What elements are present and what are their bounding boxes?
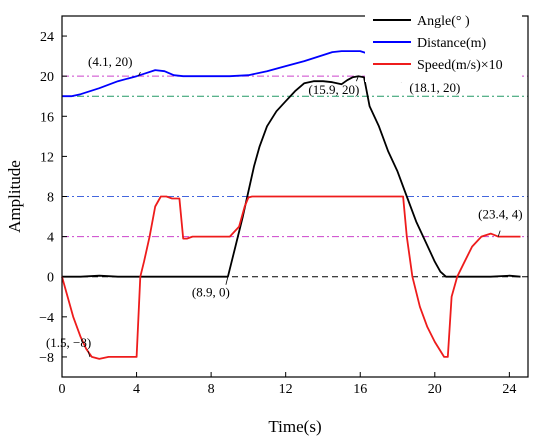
plot-frame — [61, 15, 529, 378]
annotation-label: (8.9, 0) — [192, 285, 230, 300]
annotation-leader — [356, 76, 359, 82]
y-tick-label: 24 — [40, 30, 54, 45]
series-layer — [61, 50, 521, 360]
x-tick-label: 4 — [133, 382, 140, 397]
legend-label-speed-m-s-10: Speed(m/s)×10 — [417, 58, 503, 73]
legend-label-angle: Angle(° ) — [417, 14, 470, 29]
annotation-label: (1.5, −8) — [46, 335, 91, 350]
x-tick-label: 0 — [59, 382, 66, 397]
y-tick-label: 20 — [40, 70, 54, 85]
annotations: (4.1, 20) (15.9, 20) (18.1, 20) (8.9, 0) (1.… — [46, 54, 523, 358]
annotation-leader — [497, 230, 501, 237]
y-tick-label: 4 — [47, 231, 54, 246]
y-tick-label: −8 — [39, 351, 54, 366]
annotation-leader — [225, 276, 229, 285]
annotation-label: (15.9, 20) — [308, 82, 359, 97]
x-tick-label: 12 — [279, 382, 293, 397]
series-line-speed-m-s-10 — [61, 195, 521, 360]
x-axis-title: Time(s) — [268, 417, 321, 436]
legend-background — [365, 12, 522, 82]
x-tick-label: 16 — [353, 382, 367, 397]
y-axis-title: Amplitude — [5, 160, 24, 233]
annotation-leader — [87, 350, 91, 358]
reference-lines — [62, 75, 528, 278]
y-tick-label: 16 — [40, 110, 54, 125]
x-tick-label: 24 — [502, 382, 516, 397]
tick-labels: 0 4 8 12 16 20 24 −8 −4 0 4 8 12 16 20 24 — [39, 30, 516, 397]
y-tick-label: 8 — [47, 191, 54, 206]
annotation-leader — [138, 71, 141, 77]
legend-label-distance-m: Distance(m) — [417, 36, 487, 51]
series-line-angle — [62, 75, 521, 278]
legend: Angle(° ) Distance(m) Speed(m/s)×10 — [365, 12, 522, 82]
annotation-label: (23.4, 4) — [478, 207, 522, 222]
annotation-label: (4.1, 20) — [88, 54, 132, 69]
x-tick-label: 20 — [428, 382, 442, 397]
y-tick-label: 0 — [47, 271, 54, 286]
x-tick-label: 8 — [208, 382, 215, 397]
y-tick-label: −4 — [39, 311, 54, 326]
annotation-label: (18.1, 20) — [409, 80, 460, 95]
y-tick-label: 12 — [40, 150, 54, 165]
